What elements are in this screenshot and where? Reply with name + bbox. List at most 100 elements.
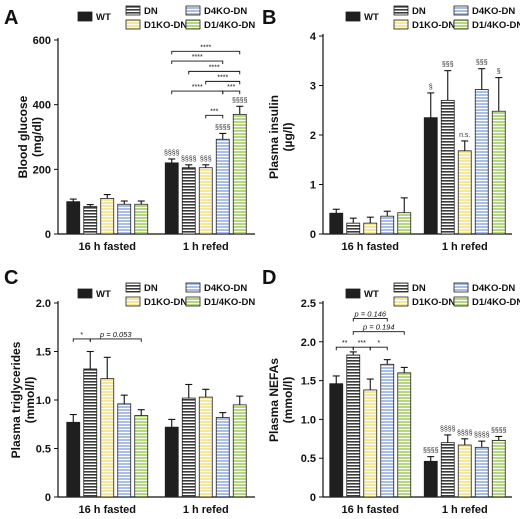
y-axis-label: Blood glucose(mg/dl) [16, 95, 44, 178]
y-tick-label: 1.5 [36, 347, 51, 359]
bracket-label: *** [210, 108, 218, 115]
significance-bracket [171, 60, 224, 65]
bar [440, 442, 455, 498]
bar [134, 415, 149, 498]
legend-label: DN [144, 283, 158, 294]
bar [198, 396, 213, 498]
legend-swatch [185, 19, 201, 30]
legend-swatch [453, 5, 469, 16]
y-tick-label: 2.0 [36, 298, 51, 310]
panel-c: C WT DN D4KO-DN D1KO-DN D1/4KO-DN 0 0.5 1.0 1.5 2.… [4, 267, 255, 516]
legend-label: WT [96, 289, 111, 300]
bar [198, 167, 213, 235]
significance-bracket [335, 346, 354, 351]
bracket-label: **** [217, 74, 228, 81]
bar [329, 383, 344, 498]
x-category-label: 16 h fasted [79, 504, 136, 516]
significance-label: §§§§ [474, 432, 490, 439]
significance-label: §§§§ [423, 448, 439, 455]
bar [215, 138, 230, 235]
significance-bracket [352, 346, 371, 351]
y-tick-label: 0 [310, 492, 316, 504]
significance-bracket [222, 90, 241, 95]
significance-label: §§§§ [164, 150, 180, 157]
legend-swatch [77, 11, 93, 22]
bracket-label: *** [358, 340, 366, 347]
significance-label: §§§§ [215, 124, 231, 131]
bar [491, 439, 506, 498]
y-tick-label: 2.0 [301, 337, 316, 349]
legend-label: D1KO-DN [412, 20, 455, 31]
legend-label: WT [364, 289, 379, 300]
bar [423, 460, 438, 498]
significance-bracket [352, 318, 388, 322]
x-category-label: 1 h refed [442, 241, 488, 253]
legend-swatch [125, 19, 141, 30]
y-tick-label: 0.5 [36, 444, 51, 456]
legend-swatch [185, 282, 201, 293]
legend-swatch [453, 296, 469, 307]
bar [83, 206, 98, 235]
panel-a: A WT DN D4KO-DN D1KO-DN D1/4KO-DN 0 200 400 600 Bl… [4, 5, 255, 253]
panel-letter: C [4, 267, 18, 289]
y-tick-label: 4 [310, 31, 317, 43]
bar [363, 222, 378, 235]
bar [440, 99, 455, 235]
legend-label: DN [412, 283, 426, 294]
panel-letter: D [262, 267, 276, 289]
legend-swatch [393, 296, 409, 307]
significance-label: §§§§ [491, 427, 507, 434]
bar [164, 426, 179, 498]
bar [346, 354, 361, 498]
significance-bracket [205, 114, 224, 119]
bar [397, 212, 412, 235]
legend-swatch [185, 296, 201, 307]
y-axis-label: Plasma triglycerides(mmol/l) [9, 341, 37, 458]
y-tick-label: 1.0 [301, 414, 316, 426]
legend-label: WT [96, 12, 111, 23]
bar [380, 363, 395, 498]
panel-b: B WT DN D4KO-DN D1KO-DN D1/4KO-DN 0 1 2 3 4 Plasma … [262, 5, 520, 253]
x-category-label: 1 h refed [183, 504, 229, 516]
legend-label: D1KO-DN [412, 297, 455, 308]
legend-label: D1/4KO-DN [204, 297, 255, 308]
significance-bracket [89, 338, 142, 342]
y-axis-label: Plasma insulin(µg/l) [267, 95, 295, 179]
significance-label: §§§§ [232, 97, 248, 104]
x-category-label: 1 h refed [183, 241, 229, 253]
legend-swatch [345, 288, 361, 299]
bracket-label: * [377, 340, 380, 347]
y-tick-label: 1.5 [301, 376, 316, 388]
y-tick-label: 3 [310, 81, 316, 93]
legend-label: D1/4KO-DN [472, 20, 520, 31]
significance-label: §§§§ [440, 426, 456, 433]
panel-letter: B [262, 7, 276, 29]
bar [66, 421, 81, 498]
bar [232, 404, 247, 498]
bar [232, 113, 247, 235]
bar [329, 212, 344, 235]
bar [474, 446, 489, 498]
y-tick-label: 0 [45, 492, 51, 504]
x-category-label: 16 h fasted [79, 241, 136, 253]
legend-swatch [393, 282, 409, 293]
bar [181, 397, 196, 498]
bracket-label: * [80, 332, 83, 339]
bar [346, 222, 361, 235]
y-tick-label: 1.0 [36, 395, 51, 407]
panel-letter: A [4, 7, 18, 29]
bar [457, 444, 472, 498]
y-tick-label: 0 [310, 229, 316, 241]
y-tick-label: 0.5 [301, 453, 316, 465]
bar [100, 378, 115, 498]
significance-label: n.s. [459, 132, 470, 139]
legend-label: D4KO-DN [204, 6, 247, 17]
bracket-label: **** [209, 64, 220, 71]
legend-swatch [125, 296, 141, 307]
y-tick-label: 2 [310, 130, 316, 142]
bar [100, 198, 115, 235]
bracket-label: **** [192, 84, 203, 91]
bar [83, 368, 98, 498]
bracket-label: **** [192, 54, 203, 61]
